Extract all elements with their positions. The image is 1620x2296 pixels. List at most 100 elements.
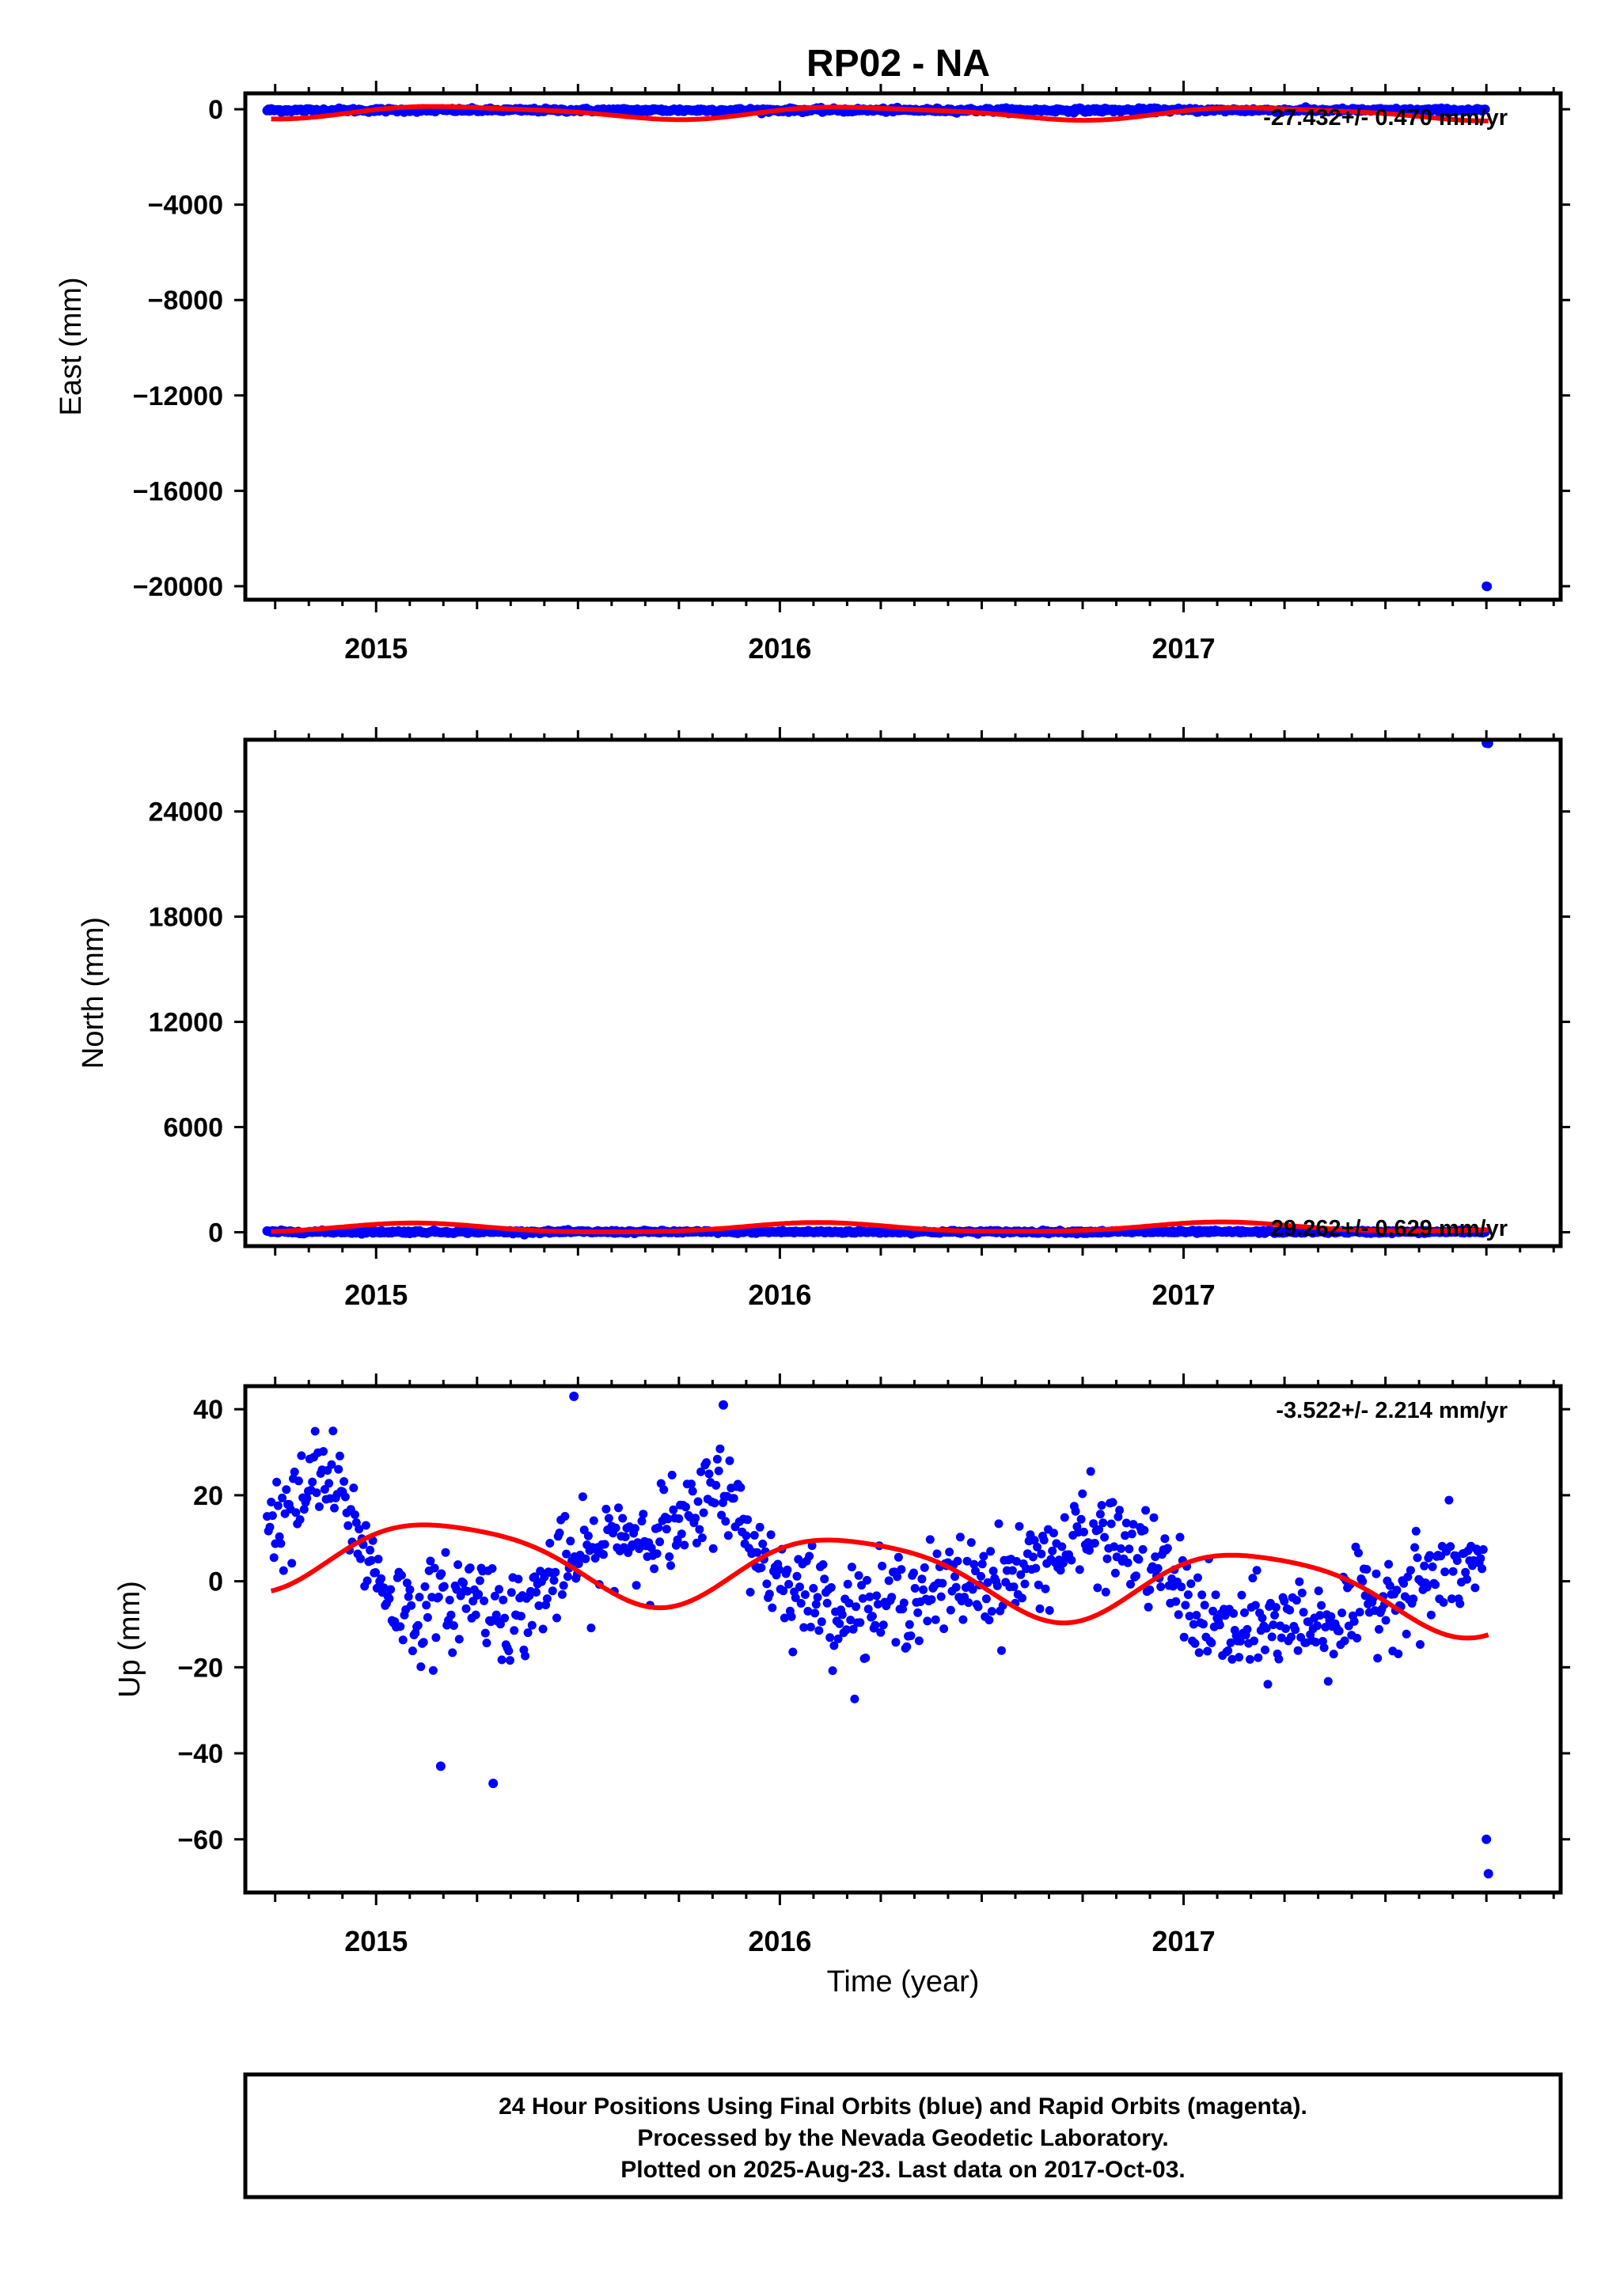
- data-point: [604, 1514, 613, 1523]
- data-point: [1127, 1529, 1136, 1539]
- data-point: [925, 1535, 935, 1544]
- data-point: [710, 1498, 719, 1508]
- x-tick-label: 2017: [1152, 1279, 1216, 1311]
- data-point: [1149, 1513, 1159, 1522]
- outlier-point: [718, 1400, 728, 1410]
- data-point: [692, 1538, 701, 1548]
- data-point: [987, 1607, 996, 1616]
- data-point: [294, 1476, 303, 1486]
- east-panel: 0−4000−8000−12000−16000−20000 2015 2016 20…: [55, 81, 1570, 665]
- data-point: [847, 1563, 856, 1572]
- data-point: [1413, 1553, 1422, 1563]
- data-point: [702, 1458, 711, 1467]
- data-point: [1090, 1539, 1099, 1548]
- east-series: [262, 102, 1493, 592]
- north-rate-label: 29.262+/- 0.629 mm/yr: [1271, 1216, 1508, 1241]
- data-point: [1199, 1620, 1208, 1629]
- data-point: [1420, 1561, 1429, 1570]
- data-point: [897, 1565, 906, 1574]
- data-point: [680, 1540, 689, 1550]
- data-point: [809, 1584, 818, 1593]
- data-point: [844, 1598, 854, 1608]
- data-point: [459, 1578, 468, 1588]
- data-point: [758, 1539, 768, 1548]
- data-point: [768, 1603, 777, 1612]
- data-point: [632, 1581, 641, 1590]
- data-point: [1211, 1590, 1220, 1600]
- y-tick-label: −16000: [133, 476, 223, 506]
- data-point: [721, 1517, 730, 1526]
- data-point: [861, 1654, 871, 1662]
- data-point: [835, 1619, 844, 1628]
- data-point: [426, 1556, 435, 1566]
- data-point: [1076, 1514, 1086, 1524]
- data-point: [1200, 1601, 1209, 1610]
- data-point: [413, 1620, 423, 1630]
- data-point: [527, 1620, 537, 1630]
- data-point: [495, 1585, 504, 1594]
- data-point: [1140, 1525, 1149, 1535]
- y-tick-label: −20: [177, 1653, 223, 1683]
- x-tick-label: 2016: [748, 1279, 811, 1311]
- data-point: [551, 1567, 560, 1577]
- data-point: [884, 1576, 893, 1586]
- data-point: [408, 1646, 417, 1656]
- data-point: [431, 1633, 441, 1642]
- data-point: [953, 1556, 962, 1566]
- data-point: [362, 1576, 372, 1586]
- data-point: [818, 1560, 828, 1569]
- data-point: [327, 1460, 336, 1469]
- data-point: [1258, 1613, 1267, 1623]
- data-point: [521, 1651, 530, 1661]
- data-point: [1312, 1621, 1322, 1631]
- data-point: [1138, 1544, 1148, 1554]
- data-point: [1132, 1571, 1140, 1581]
- data-point: [1186, 1579, 1196, 1589]
- data-point: [1416, 1640, 1425, 1649]
- data-point: [1033, 1542, 1042, 1552]
- data-point: [334, 1464, 343, 1474]
- up-panel: 40 20 0 −20 −40 −60 2015 2016 2017 Up (mm) -3.5…: [113, 1373, 1570, 1957]
- data-point: [691, 1514, 700, 1523]
- data-point: [1297, 1588, 1307, 1597]
- data-point: [1285, 1605, 1295, 1615]
- data-point: [1056, 1566, 1065, 1575]
- data-point: [718, 1498, 727, 1507]
- data-point: [1110, 1542, 1119, 1552]
- data-point: [753, 1548, 762, 1557]
- data-point: [310, 1426, 320, 1436]
- data-point: [826, 1583, 836, 1592]
- data-point: [687, 1480, 696, 1489]
- data-point: [1207, 1639, 1216, 1647]
- data-point: [1425, 1551, 1435, 1560]
- data-point: [667, 1470, 677, 1480]
- data-point: [1452, 1556, 1462, 1565]
- up-rate-label: -3.522+/- 2.214 mm/yr: [1276, 1398, 1508, 1423]
- data-point: [792, 1571, 802, 1581]
- data-point: [1121, 1531, 1130, 1540]
- data-point: [1193, 1573, 1202, 1582]
- data-point: [324, 1479, 334, 1488]
- data-point: [1098, 1518, 1108, 1528]
- data-point: [1476, 1554, 1485, 1563]
- data-point: [1009, 1582, 1019, 1592]
- data-point: [1426, 1610, 1436, 1620]
- data-point: [791, 1593, 800, 1602]
- data-point: [1319, 1643, 1329, 1653]
- data-point: [1093, 1583, 1102, 1593]
- data-point: [708, 1544, 718, 1553]
- data-point: [837, 1610, 847, 1620]
- data-point: [1422, 1582, 1432, 1592]
- data-point: [784, 1579, 794, 1589]
- data-point: [936, 1592, 946, 1601]
- data-point: [968, 1585, 977, 1594]
- model-curve: [270, 1522, 1489, 1641]
- data-point: [500, 1613, 510, 1623]
- x-tick-label: 2017: [1152, 1925, 1216, 1957]
- data-point: [693, 1497, 703, 1506]
- data-point: [1399, 1578, 1409, 1588]
- data-point: [704, 1469, 714, 1479]
- data-point: [1012, 1557, 1022, 1566]
- data-point: [1337, 1608, 1347, 1618]
- data-point: [971, 1567, 980, 1576]
